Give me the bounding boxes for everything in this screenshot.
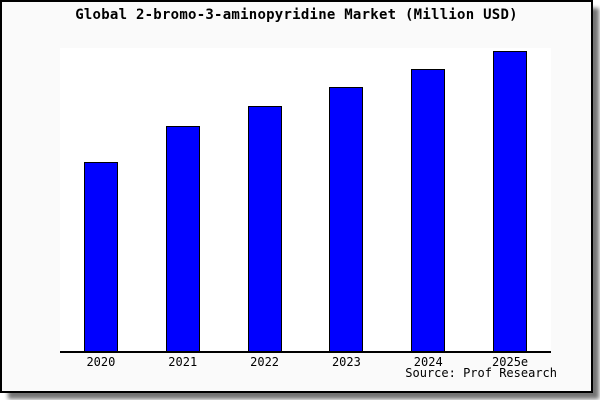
bar-2020 xyxy=(83,162,118,351)
x-tick-label-2024: 2024 xyxy=(413,355,443,369)
x-tick-label-2023: 2023 xyxy=(331,355,361,369)
bar-2024 xyxy=(411,69,446,351)
bar-2022 xyxy=(247,106,282,351)
chart-card: Global 2-bromo-3-aminopyridine Market (M… xyxy=(0,0,593,393)
x-tick-label-2020: 2020 xyxy=(86,355,116,369)
source-note: Source: Prof Research xyxy=(405,366,557,380)
x-tick-label-2025e: 2025e xyxy=(492,355,529,369)
bar-2025e xyxy=(493,51,528,351)
plot-area xyxy=(60,48,551,353)
x-tick-label-2021: 2021 xyxy=(168,355,198,369)
bar-2023 xyxy=(329,87,364,351)
bar-2021 xyxy=(165,126,200,351)
x-axis-labels: 2020 2021 2022 2023 2024 2025e xyxy=(60,355,551,369)
chart-title: Global 2-bromo-3-aminopyridine Market (M… xyxy=(75,7,518,23)
x-tick-label-2022: 2022 xyxy=(250,355,280,369)
